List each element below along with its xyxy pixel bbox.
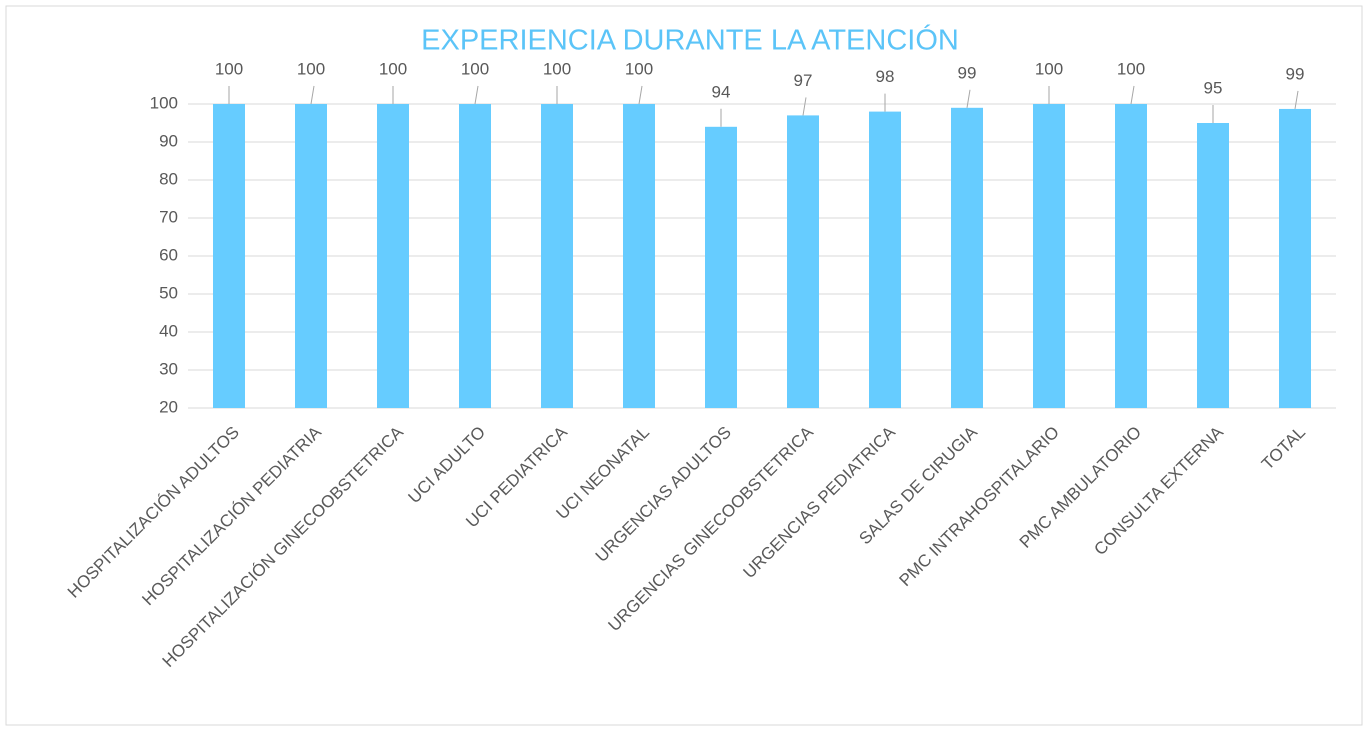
y-tick-label: 100 — [150, 93, 178, 112]
y-tick-label: 60 — [159, 245, 178, 264]
bar — [705, 126, 737, 409]
bar — [787, 115, 819, 409]
data-label: 99 — [1286, 64, 1305, 83]
chart-title: EXPERIENCIA DURANTE LA ATENCIÓN — [421, 24, 959, 57]
data-label: 100 — [625, 59, 653, 78]
data-label: 100 — [297, 59, 325, 78]
leader-line — [802, 97, 807, 116]
y-tick-label: 40 — [159, 321, 178, 340]
leader-line — [638, 85, 643, 105]
leader-line — [966, 89, 971, 108]
leader-line — [310, 85, 315, 105]
bar — [1279, 108, 1311, 408]
y-tick-label: 30 — [159, 359, 178, 378]
data-label: 99 — [958, 63, 977, 82]
data-label: 100 — [543, 59, 571, 78]
data-label: 100 — [1035, 59, 1063, 78]
bar — [541, 104, 573, 408]
leader-line — [1294, 90, 1299, 110]
data-label: 100 — [1117, 59, 1145, 78]
y-tick-label: 90 — [159, 131, 178, 150]
data-label: 98 — [876, 67, 895, 86]
data-label: 97 — [794, 71, 813, 90]
data-label: 100 — [379, 59, 407, 78]
leader-line — [474, 85, 479, 105]
data-label: 100 — [461, 59, 489, 78]
y-tick-label: 20 — [159, 397, 178, 416]
bar — [1115, 104, 1147, 408]
y-tick-label: 50 — [159, 283, 178, 302]
leader-line — [1130, 85, 1135, 105]
bar — [1197, 123, 1229, 408]
bar — [623, 104, 655, 408]
y-tick-label: 80 — [159, 169, 178, 188]
bar — [459, 104, 491, 408]
bar — [295, 104, 327, 408]
data-label: 100 — [215, 59, 243, 78]
bar — [869, 111, 901, 408]
data-label: 94 — [712, 82, 731, 101]
bar — [1033, 104, 1065, 408]
bar — [377, 104, 409, 408]
bar — [213, 104, 245, 408]
data-label: 95 — [1204, 78, 1223, 97]
bar — [951, 107, 983, 409]
y-tick-label: 70 — [159, 207, 178, 226]
